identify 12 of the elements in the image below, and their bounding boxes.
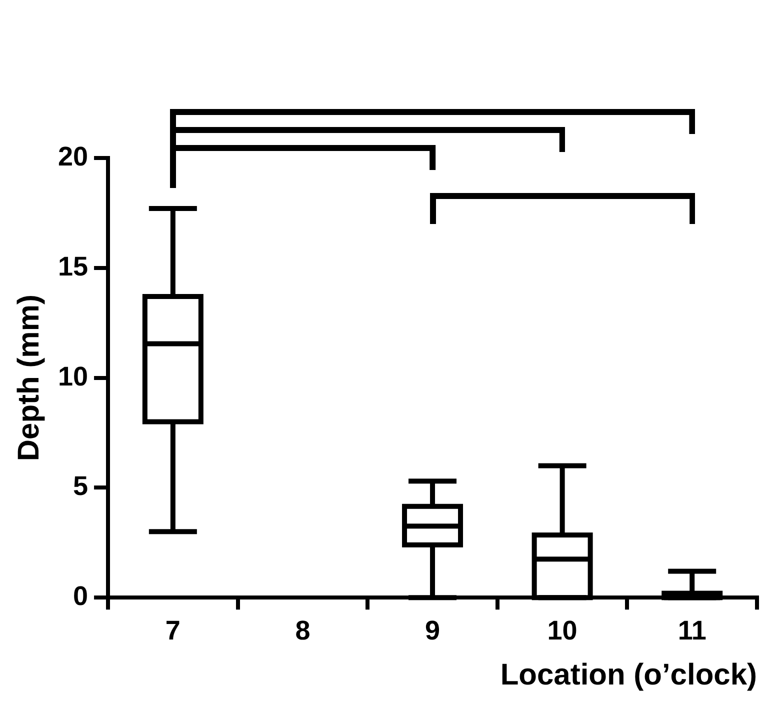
y-tick-label: 10: [58, 361, 88, 392]
x-tick-label: 7: [165, 615, 180, 646]
x-tick-label: 8: [295, 615, 310, 646]
y-tick-label: 5: [73, 471, 88, 502]
y-tick-label: 0: [73, 581, 88, 612]
x-tick-label: 10: [547, 615, 578, 646]
x-tick-label: 11: [678, 615, 706, 646]
y-tick-label: 15: [58, 251, 88, 282]
y-tick-label: 20: [58, 141, 88, 172]
x-tick-label: 9: [425, 615, 440, 646]
x-axis-title: Location (o’clock): [500, 658, 757, 692]
y-axis-title: Depth (mm): [12, 294, 46, 462]
